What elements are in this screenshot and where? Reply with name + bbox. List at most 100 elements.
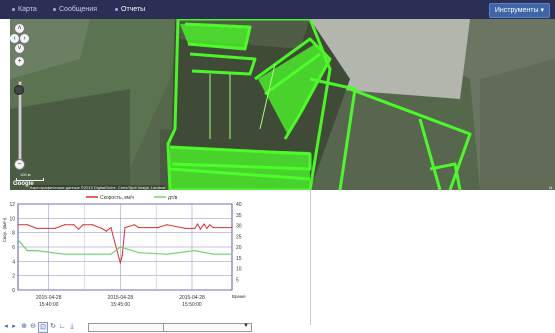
satellite-map[interactable]: ˄ ‹ › ˅ + − 100 м Google Картографически…: [10, 19, 555, 190]
next-icon[interactable]: ▸: [12, 323, 16, 330]
map-corner-label: N: [549, 185, 552, 190]
series-line: [17, 239, 232, 255]
data-point: [184, 227, 187, 229]
map-scale-label: 100 м: [20, 172, 31, 177]
zoom-in-icon[interactable]: ⊕: [21, 323, 27, 330]
left-axis-label: Скор. (км/ч): [2, 217, 7, 242]
data-point: [196, 223, 199, 225]
chart-icon[interactable]: ∟: [58, 323, 66, 330]
data-point: [26, 249, 28, 252]
x-tick-date: 2015-04-28: [108, 295, 134, 301]
x-tick-date: 2015-04-28: [36, 295, 62, 301]
left-tick-label: 8: [12, 231, 15, 237]
export-icon[interactable]: ⤓: [70, 323, 74, 330]
time-range-select[interactable]: ▼: [88, 323, 252, 332]
data-point: [36, 249, 38, 252]
google-logo: Google: [13, 181, 34, 187]
map-attribution[interactable]: Картографические данные ©2015 DigitalGlo…: [30, 185, 166, 190]
legend-label: Скорость, км/ч: [100, 195, 134, 201]
data-point: [82, 224, 84, 226]
zoom-slider-knob[interactable]: [14, 85, 24, 95]
data-point: [121, 255, 123, 257]
data-point: [26, 224, 28, 226]
nav-item-messages[interactable]: Сообщения: [53, 0, 97, 19]
pan-up-icon[interactable]: ˄: [14, 23, 25, 34]
chevron-down-icon[interactable]: ▼: [243, 323, 249, 329]
right-tick-label: 25: [236, 234, 242, 240]
messages-icon: [53, 7, 56, 11]
data-point: [77, 228, 80, 230]
data-point: [166, 253, 168, 255]
refresh-icon[interactable]: ↻: [50, 323, 56, 330]
data-point: [119, 246, 121, 248]
right-tick-label: 5: [236, 277, 239, 283]
data-point: [110, 227, 112, 229]
data-point: [209, 224, 211, 226]
prev-icon[interactable]: ◂: [4, 323, 8, 330]
right-tick-label: 35: [236, 213, 242, 219]
data-point: [73, 224, 75, 226]
map-imagery: [10, 19, 555, 190]
data-point: [231, 227, 233, 229]
pan-down-icon[interactable]: ˅: [14, 43, 25, 54]
chart-toolbar: ◂ ▸ ⊕ ⊖ ⊡ ↻ ∟ ⤓ ▼: [0, 321, 310, 333]
right-tick-label: 15: [236, 256, 242, 262]
left-tick-label: 0: [12, 288, 15, 294]
tools-menu-button[interactable]: Инструменты ▾: [488, 3, 550, 18]
data-point: [156, 227, 159, 229]
left-tick-label: 4: [12, 259, 15, 265]
left-tick-label: 6: [12, 245, 15, 251]
data-point: [194, 249, 196, 252]
range-separator: [163, 324, 164, 331]
data-point: [119, 262, 121, 264]
chart-canvas: Скорость, км/ч дт/в 0 2 4 6 8 10 12 5 10 15 20 25 30 35…: [2, 195, 246, 308]
nav-item-label: Карта: [18, 6, 37, 13]
data-point: [222, 227, 224, 229]
data-point: [105, 230, 107, 232]
data-point: [110, 253, 112, 255]
zoom-out-icon[interactable]: ⊖: [30, 323, 36, 330]
left-tick-label: 12: [9, 202, 15, 208]
data-point: [194, 227, 196, 229]
right-tick-label: 20: [236, 245, 242, 251]
x-axis-label: Время: [232, 294, 246, 299]
data-point: [17, 239, 19, 241]
left-tick-label: 10: [9, 216, 15, 222]
data-point: [63, 253, 66, 255]
data-point: [63, 224, 66, 226]
data-point: [54, 227, 56, 229]
right-tick-label: 10: [236, 267, 242, 273]
data-point: [101, 227, 103, 229]
data-point: [212, 227, 214, 229]
data-point: [203, 223, 205, 225]
nav-item-label: Отчеты: [121, 6, 146, 13]
series-line: [18, 223, 232, 265]
zoom-out-icon[interactable]: −: [14, 159, 25, 170]
x-tick-time: 15:40:00: [39, 302, 59, 308]
x-tick-time: 15:50:00: [182, 302, 202, 308]
nav-item-label: Сообщения: [59, 6, 97, 13]
data-point: [199, 228, 201, 230]
reports-icon: [115, 7, 118, 11]
nav-item-reports[interactable]: Отчеты: [115, 0, 145, 19]
data-point: [231, 253, 233, 255]
data-point: [36, 227, 38, 229]
data-point: [133, 224, 135, 226]
data-point: [17, 224, 19, 226]
pan-right-icon[interactable]: ›: [19, 33, 30, 44]
x-tick-date: 2015-04-28: [179, 295, 205, 301]
data-point: [166, 224, 168, 226]
data-point: [206, 227, 208, 229]
zoom-in-icon[interactable]: +: [14, 56, 25, 67]
x-tick-time: 15:45:00: [111, 302, 131, 308]
zoom-select-icon[interactable]: ⊡: [38, 322, 48, 333]
right-tick-label: 40: [236, 202, 242, 208]
speed-chart[interactable]: Скорость, км/ч дт/в 0 2 4 6 8 10 12 5 10 15 20 25 30 35…: [0, 190, 310, 320]
data-point: [124, 227, 126, 229]
panel-divider[interactable]: [310, 190, 311, 325]
nav-item-map[interactable]: Карта: [12, 0, 37, 19]
map-scale-bar: [16, 178, 44, 181]
top-navigation-bar: Карта Сообщения Отчеты Инструменты ▾: [0, 0, 555, 19]
left-tick-label: 2: [12, 274, 15, 280]
data-point: [91, 224, 94, 226]
